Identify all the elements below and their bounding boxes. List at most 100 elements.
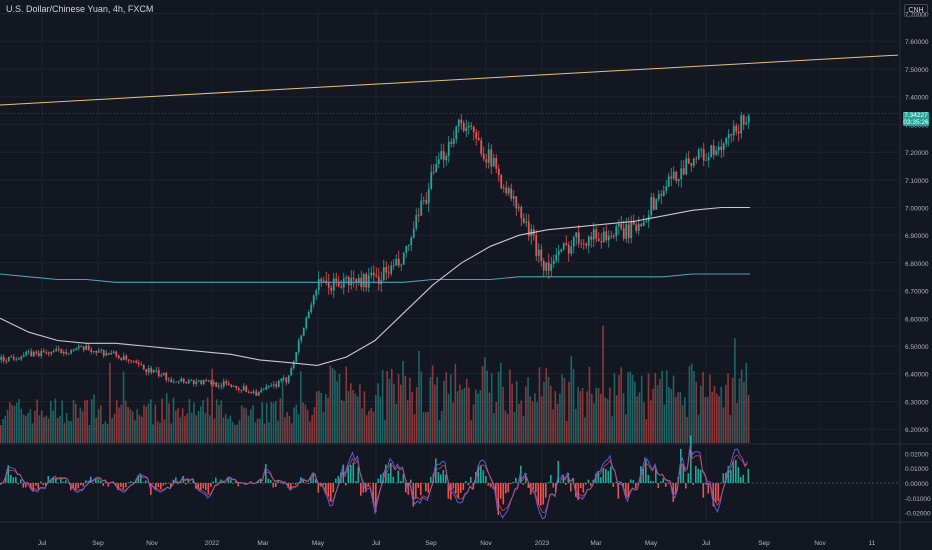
osc-bar <box>205 483 207 491</box>
volume-bar <box>586 391 588 443</box>
volume-bar <box>193 402 195 443</box>
osc-bar <box>585 483 587 485</box>
candle-body <box>362 273 365 287</box>
osc-bar <box>327 483 330 497</box>
volume-bar <box>736 403 738 443</box>
candle-body <box>295 352 298 362</box>
candle-body <box>162 373 165 376</box>
candle-body <box>585 243 588 246</box>
osc-bar <box>95 478 97 483</box>
osc-bar <box>352 462 355 483</box>
volume-bar <box>729 414 732 443</box>
osc-bar <box>57 483 60 484</box>
osc-bar <box>305 482 307 484</box>
osc-bar <box>7 465 10 483</box>
volume-bar <box>493 412 495 443</box>
candle-body <box>82 346 85 350</box>
candle-body <box>130 360 133 362</box>
osc-bar <box>120 483 122 487</box>
volume-bar <box>415 387 418 443</box>
osc-bar <box>612 483 615 487</box>
osc-bar <box>455 483 457 494</box>
candle-body <box>490 149 493 167</box>
osc-bar <box>80 483 82 486</box>
volume-bar <box>409 377 411 443</box>
candle-body <box>492 157 495 167</box>
osc-bar <box>502 483 505 505</box>
volume-bar <box>652 388 654 443</box>
last-price-value: 7.34227 <box>904 112 928 119</box>
candle-body <box>305 318 308 328</box>
osc-bar <box>132 482 135 483</box>
volume-bar <box>636 396 638 443</box>
candle-body <box>527 221 530 237</box>
volume-bar <box>545 368 548 443</box>
volume-bar <box>384 419 386 443</box>
volume-bar <box>63 422 66 443</box>
candle-body <box>225 381 228 384</box>
candle-body <box>337 281 340 287</box>
currency-badge[interactable]: CNH <box>904 4 928 17</box>
osc-bar <box>617 483 620 499</box>
candle-body <box>67 353 70 355</box>
volume-bar <box>740 369 743 443</box>
osc-bar <box>97 479 100 483</box>
volume-bar <box>500 362 502 443</box>
candle-body <box>35 351 38 354</box>
osc-bar <box>45 483 47 487</box>
candle-body <box>480 140 483 154</box>
volume-bar <box>702 371 704 443</box>
osc-bar <box>542 483 545 505</box>
volume-bar <box>136 409 138 443</box>
candle-body <box>660 194 663 196</box>
volume-bar <box>559 393 561 443</box>
candle-body <box>500 175 503 189</box>
volume-bar <box>579 391 582 443</box>
volume-bar <box>140 416 143 443</box>
osc-bar <box>12 477 15 483</box>
volume-bar <box>634 381 636 443</box>
candle-body <box>90 349 93 352</box>
candle-body <box>125 355 128 360</box>
osc-bar <box>295 483 297 485</box>
volume-bar <box>593 403 595 443</box>
candle-body <box>302 327 305 336</box>
volume-bar <box>572 369 575 443</box>
candle-body <box>742 115 745 125</box>
candle-body <box>187 380 190 384</box>
candle-body <box>197 380 200 382</box>
osc-bar <box>445 474 447 483</box>
candle-body <box>290 368 293 376</box>
volume-bar <box>263 423 266 443</box>
osc-bar <box>10 474 12 483</box>
candle-body <box>377 276 380 285</box>
volume-bar <box>0 424 2 443</box>
volume-bar <box>50 400 52 443</box>
candle-body <box>120 358 123 360</box>
time-tick-label: Jul <box>372 540 381 547</box>
candle-body <box>297 340 300 353</box>
candle-body <box>142 364 145 370</box>
candle-body <box>727 134 730 139</box>
osc-bar <box>745 483 747 484</box>
candle-body <box>205 380 208 382</box>
time-tick-label: May <box>645 540 658 547</box>
osc-bar <box>645 459 647 483</box>
osc-bar <box>42 483 45 486</box>
candle-body <box>722 143 725 150</box>
volume-bar <box>143 404 145 443</box>
osc-bar <box>422 483 425 484</box>
volume-bar <box>420 371 423 443</box>
candle-body <box>167 379 170 381</box>
candle-body <box>562 243 565 250</box>
volume-bar <box>534 393 536 443</box>
candle-body <box>190 380 193 382</box>
volume-bar <box>570 356 573 443</box>
volume-bar <box>272 402 275 443</box>
volume-bar <box>695 381 698 443</box>
time-tick-label: May <box>312 540 325 547</box>
osc-bar <box>200 483 202 491</box>
volume-bar <box>309 421 311 443</box>
volume-bar <box>2 419 4 443</box>
